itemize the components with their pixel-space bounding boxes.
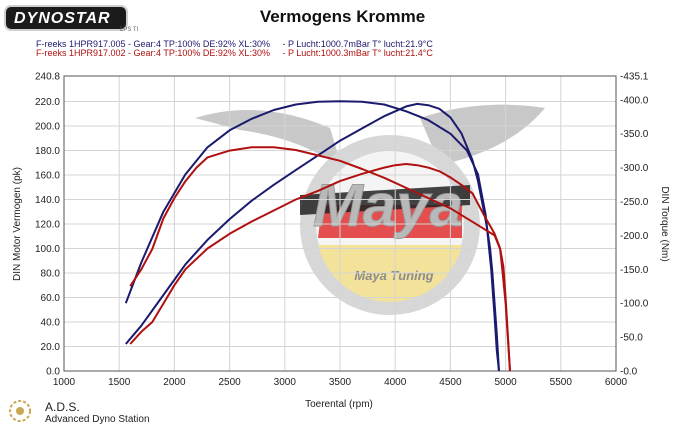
x-tick-label: 6000 (605, 377, 628, 388)
series-line-4 (129, 163, 511, 372)
y-tick-label: 140.0 (35, 195, 60, 206)
y-tick-label: 100.0 (35, 244, 60, 255)
y-tick-label: 220.0 (35, 97, 60, 108)
x-tick-label: 3500 (329, 377, 352, 388)
plot-frame (63, 75, 617, 372)
dynostar-logo-text: DYNOSTAR (14, 10, 111, 27)
y-tick-label: 20.0 (41, 342, 61, 353)
x-tick-label: 1500 (108, 377, 131, 388)
y-tick-label: 60.0 (41, 293, 61, 304)
x-axis-label: Toerental (rpm) (305, 399, 373, 410)
y2-tick-label: -200.0 (620, 231, 649, 242)
y2-tick-label: -50.0 (620, 333, 643, 344)
x-tick-label: 4000 (384, 377, 407, 388)
x-tick-label: 2500 (218, 377, 241, 388)
dynostar-logo: DYNOSTAR (4, 5, 128, 31)
y-axis-label: DIN Motor Vermogen (pk) (12, 167, 23, 281)
y-tick-label: 40.0 (41, 317, 61, 328)
y2-tick-label: -150.0 (620, 265, 649, 276)
maya-tuning-watermark: Maya Maya Tuning (195, 104, 545, 315)
y-tick-label: 240.8 (35, 72, 60, 83)
y-tick-label: 0.0 (46, 367, 60, 378)
dynostar-subtext: LPS TI (120, 27, 139, 33)
chart-series-group (124, 100, 511, 372)
ads-full-name: Advanced Dyno Station (45, 414, 150, 425)
chart-axes: 1000 1500 2000 2500 3000 3500 4000 4500 5000 5500… (35, 72, 649, 389)
y2-tick-label: -435.1 (620, 72, 649, 83)
x-tick-label: 3000 (274, 377, 297, 388)
y-tick-label: 200.0 (35, 121, 60, 132)
x-tick-label: 2000 (163, 377, 186, 388)
y2-tick-label: -350.0 (620, 129, 649, 140)
series-line-2 (125, 102, 500, 372)
watermark-tagline: Maya Tuning (354, 268, 433, 283)
x-tick-label: 4500 (439, 377, 462, 388)
y2-tick-label: -400.0 (620, 95, 649, 106)
run-label-2: F-reeks 1HPR917.002 - Gear:4 TP:100% DE:… (36, 48, 433, 58)
y2-axis-label: DIN Torque (Nm) (659, 186, 670, 261)
x-tick-label: 5500 (550, 377, 573, 388)
y-tick-label: 80.0 (41, 268, 61, 279)
ads-short-name: A.D.S. (45, 400, 80, 414)
y2-tick-label: -300.0 (620, 163, 649, 174)
y2-tick-label: -250.0 (620, 197, 649, 208)
x-tick-label: 1000 (53, 377, 76, 388)
ads-logo-icon (9, 400, 31, 422)
x-tick-label: 5000 (494, 377, 517, 388)
run-label-1: F-reeks 1HPR917.005 - Gear:4 TP:100% DE:… (36, 39, 433, 49)
y2-tick-label: -100.0 (620, 299, 649, 310)
y-tick-label: 120.0 (35, 219, 60, 230)
chart-title: Vermogens Kromme (259, 7, 426, 26)
y-tick-label: 160.0 (35, 170, 60, 181)
y2-tick-label: -0.0 (620, 367, 638, 378)
y-tick-label: 180.0 (35, 146, 60, 157)
